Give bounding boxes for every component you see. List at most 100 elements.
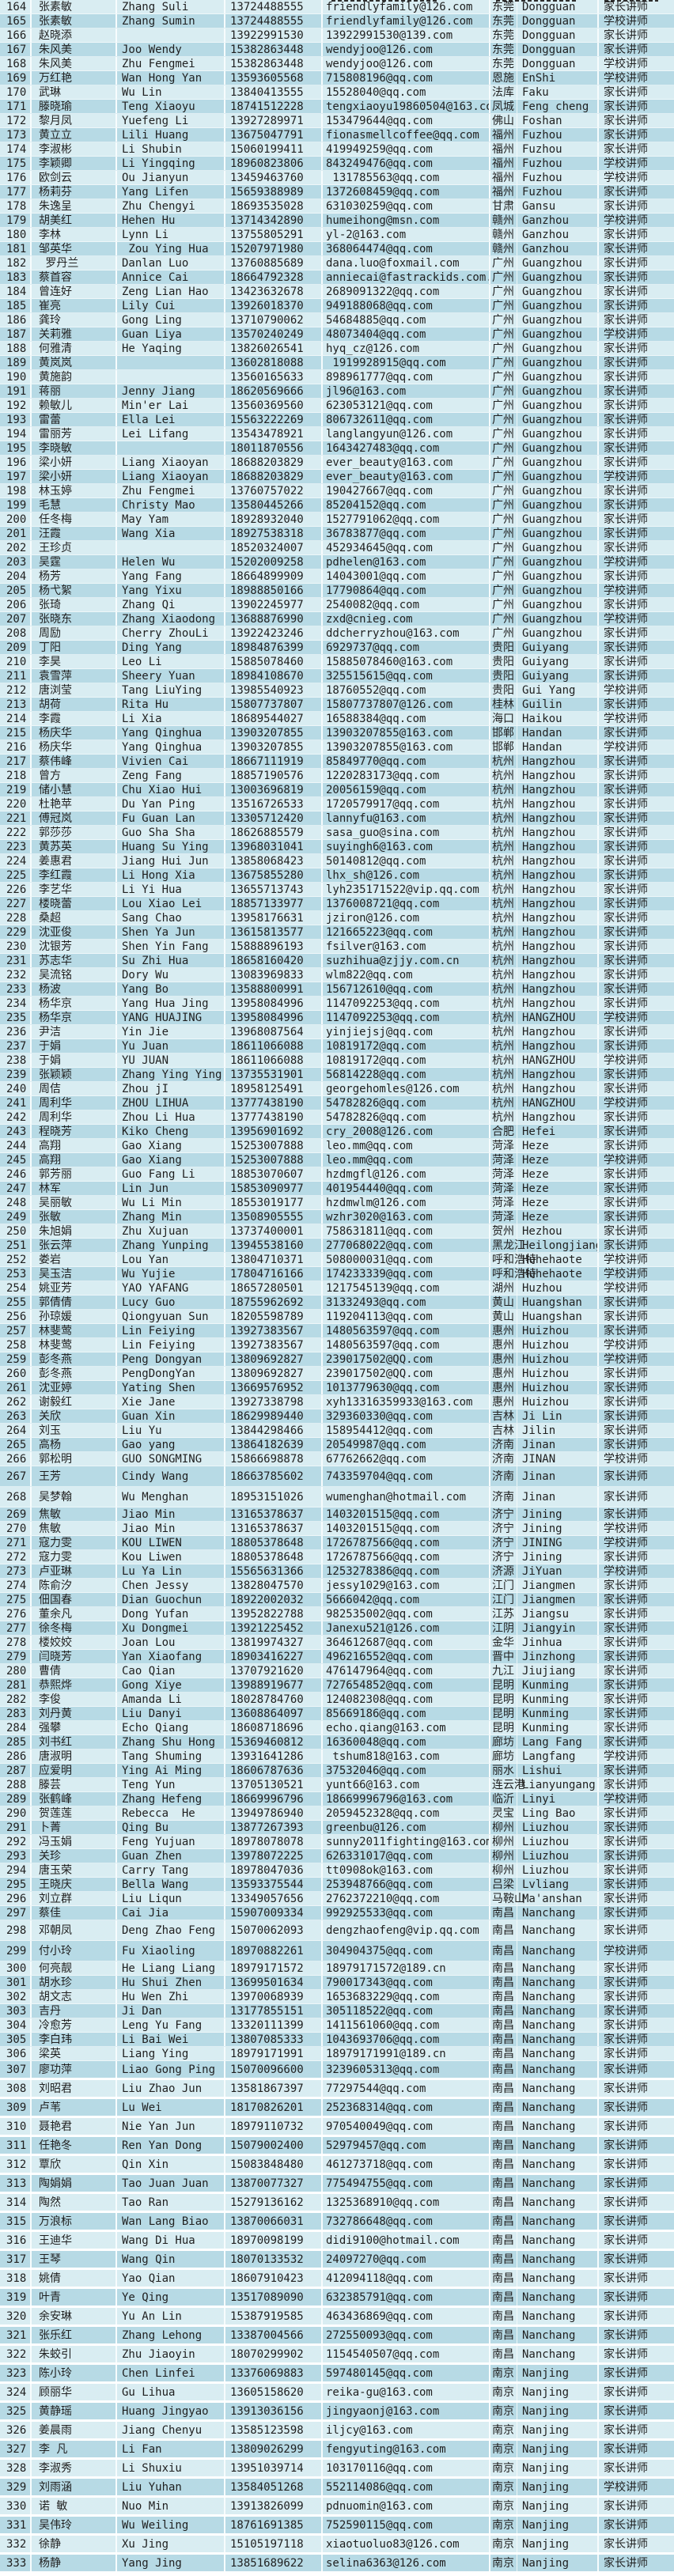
cell-category[interactable]: 学校讲师 (604, 71, 648, 85)
cell-city-en[interactable]: Huhehaote (517, 1253, 599, 1266)
cell-name-en[interactable]: Gu Lihua (117, 2384, 225, 2400)
cell-category[interactable]: 家长讲师 (604, 2139, 648, 2152)
cell-city-cn[interactable]: 济南 (490, 1452, 517, 1466)
cell-phone[interactable]: 13423632678 (225, 285, 323, 298)
cell-name-cn[interactable]: 胡文志 (32, 1990, 117, 2003)
cell-city-cn[interactable]: 南昌 (490, 2018, 517, 2032)
cell-row-number[interactable]: 241 (0, 1096, 32, 1110)
cell-row-number[interactable]: 205 (0, 584, 32, 597)
cell-name-cn[interactable]: 李淑彬 (32, 142, 117, 156)
cell-city-en[interactable]: Nanjing (517, 2498, 599, 2514)
cell-city-cn[interactable]: 南昌 (490, 2137, 517, 2154)
cell-name-en[interactable]: Zeng Lian Hao (117, 285, 225, 298)
cell-name-en[interactable]: Liao Gong Ping (117, 2061, 225, 2078)
cell-email[interactable]: xyh13316359933@163.com (323, 1395, 490, 1409)
cell-name-en[interactable]: Zhang Min (117, 1210, 225, 1224)
cell-city-en[interactable]: Ji Lin (517, 1409, 599, 1423)
cell-email[interactable]: 508000031@qq.com (323, 1253, 490, 1266)
cell-name-en[interactable]: Wan Lang Biao (117, 2213, 225, 2230)
cell-row-number[interactable]: 253 (0, 1267, 32, 1280)
cell-city-en[interactable]: Hangzhou (517, 997, 599, 1010)
cell-email[interactable]: 1726787566@qq.com (323, 1550, 490, 1564)
cell-email[interactable]: leo.mm@qq.com (323, 1153, 490, 1167)
cell-name-cn[interactable]: 郭松明 (32, 1452, 117, 1466)
cell-city-cn[interactable]: 邯郸 (490, 726, 517, 740)
cell-row-number[interactable]: 198 (0, 484, 32, 497)
cell-city-en[interactable]: Guangzhou (517, 498, 599, 512)
cell-city-cn[interactable]: 佛山 (490, 114, 517, 127)
cell-email[interactable]: yunt66@163.com (323, 1778, 490, 1791)
cell-name-cn[interactable]: 余安琳 (32, 2308, 117, 2324)
cell-row-number[interactable]: 173 (0, 128, 32, 142)
cell-row-number[interactable]: 197 (0, 470, 32, 483)
cell-email[interactable]: ddcherryzhou@163.com (323, 626, 490, 640)
cell-row-number[interactable]: 262 (0, 1395, 32, 1409)
cell-city-en[interactable]: Hangzhou (517, 1039, 599, 1053)
cell-row-number[interactable]: 246 (0, 1167, 32, 1181)
cell-phone[interactable]: 18927538318 (225, 527, 323, 540)
cell-city-cn[interactable]: 杭州 (490, 911, 517, 925)
cell-category[interactable]: 学校讲师 (604, 1338, 648, 1352)
cell-phone[interactable]: 13809692827 (225, 1352, 323, 1366)
cell-name-cn[interactable]: 王芳 (32, 1466, 117, 1486)
cell-email[interactable]: 14043001@qq.com (323, 569, 490, 583)
cell-name-cn[interactable]: 焦敏 (32, 1507, 117, 1521)
cell-city-en[interactable]: Jinan (517, 1438, 599, 1451)
cell-row-number[interactable]: 226 (0, 883, 32, 896)
cell-city-cn[interactable]: 杭州 (490, 868, 517, 882)
cell-category[interactable]: 家长讲师 (604, 1693, 648, 1706)
cell-category[interactable]: 学校讲师 (604, 555, 648, 569)
cell-name-cn[interactable]: 雷蕾 (32, 413, 117, 426)
cell-name-cn[interactable]: 李晓敏 (32, 441, 117, 455)
cell-name-cn[interactable]: 毛慧 (32, 498, 117, 512)
cell-city-en[interactable]: Huangshan (517, 1296, 599, 1309)
cell-row-number[interactable]: 272 (0, 1550, 32, 1564)
cell-category[interactable]: 家长讲师 (604, 1296, 648, 1309)
cell-city-cn[interactable]: 南京 (490, 2460, 517, 2476)
cell-phone[interactable]: 18857133977 (225, 897, 323, 910)
cell-city-cn[interactable]: 广州 (490, 527, 517, 540)
cell-name-en[interactable]: Zhang Hefeng (117, 1792, 225, 1806)
cell-phone[interactable]: 13927383567 (225, 1324, 323, 1337)
cell-email[interactable]: 239017502@QQ.com (323, 1352, 490, 1366)
cell-name-en[interactable]: Vivien Cai (117, 755, 225, 768)
cell-phone[interactable]: 18520324007 (225, 541, 323, 554)
cell-category[interactable]: 家长讲师 (604, 868, 648, 882)
cell-city-cn[interactable]: 福州 (490, 128, 517, 142)
cell-name-cn[interactable]: 佃国春 (32, 1593, 117, 1606)
cell-email[interactable]: 131785563@qq.com (323, 171, 490, 184)
cell-phone[interactable]: 13956901692 (225, 1125, 323, 1138)
cell-email[interactable]: 253948766@qq.com (323, 1878, 490, 1891)
cell-city-cn[interactable]: 贵阳 (490, 641, 517, 654)
cell-email[interactable]: zxd@cnieg.com (323, 612, 490, 626)
cell-category[interactable]: 家长讲师 (604, 185, 648, 199)
cell-city-en[interactable]: Hangzhou (517, 968, 599, 982)
cell-phone[interactable]: 13177855151 (225, 2004, 323, 2018)
cell-row-number[interactable]: 298 (0, 1920, 32, 1940)
cell-row-number[interactable]: 311 (0, 2137, 32, 2154)
cell-city-en[interactable]: Nanjing (517, 2460, 599, 2476)
cell-city-en[interactable]: Ling Bao (517, 1806, 599, 1820)
cell-name-en[interactable]: May Yam (117, 513, 225, 526)
cell-phone[interactable]: 18689544027 (225, 712, 323, 725)
cell-city-en[interactable]: Hangzhou (517, 797, 599, 811)
cell-category[interactable]: 家长讲师 (604, 1835, 648, 1848)
cell-name-cn[interactable]: 朱风美 (32, 43, 117, 56)
cell-email[interactable]: 775494755@qq.com (323, 2175, 490, 2192)
cell-city-en[interactable]: Huizhou (517, 1381, 599, 1394)
cell-city-en[interactable]: Huizhou (517, 1324, 599, 1337)
cell-name-en[interactable]: Cai Jia (117, 1906, 225, 1920)
cell-city-cn[interactable]: 东莞 (490, 0, 517, 13)
cell-city-cn[interactable]: 廊坊 (490, 1735, 517, 1749)
cell-category[interactable]: 家长讲师 (604, 1490, 648, 1504)
cell-name-en[interactable]: Xu Dongmei (117, 1621, 225, 1635)
cell-phone[interactable]: 18611066088 (225, 1053, 323, 1067)
cell-phone[interactable]: 13958084996 (225, 997, 323, 1010)
cell-email[interactable]: pdhelen@163.com (323, 555, 490, 569)
cell-email[interactable]: fsilver@163.com (323, 940, 490, 953)
cell-city-en[interactable]: Dongguan (517, 14, 599, 28)
cell-city-en[interactable]: Guangzhou (517, 356, 599, 369)
cell-name-en[interactable]: Shen Yin Fang (117, 940, 225, 953)
cell-name-en[interactable]: Guan Zhen (117, 1849, 225, 1863)
cell-city-cn[interactable]: 菏泽 (490, 1210, 517, 1224)
